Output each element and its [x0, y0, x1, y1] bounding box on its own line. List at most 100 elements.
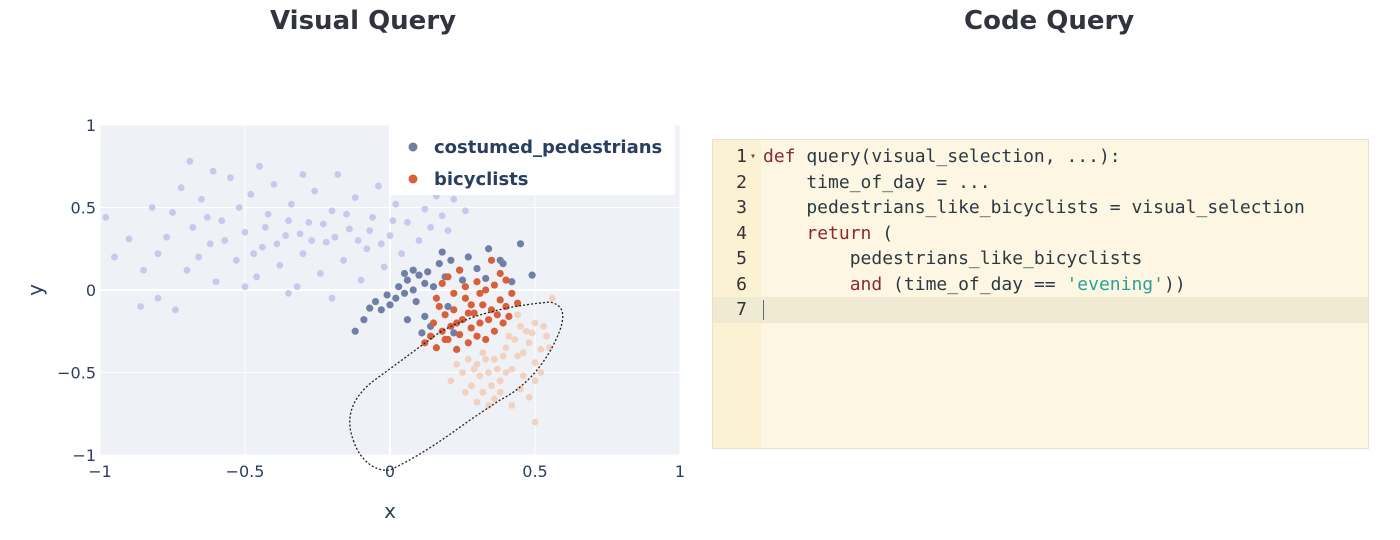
- point-bicyclist-selected: [470, 309, 478, 317]
- point-pedestrian-unselected: [256, 162, 263, 170]
- code-text[interactable]: return (: [806, 222, 894, 244]
- point-pedestrian-unselected: [111, 253, 118, 261]
- line-number: 3: [736, 197, 747, 218]
- code-query-title: Code Query: [964, 6, 1135, 36]
- point-bicyclist-selected: [482, 286, 490, 294]
- point-pedestrian-unselected: [343, 210, 350, 218]
- code-line-1[interactable]: 1 ▾ def query(visual_selection, ...):: [713, 144, 1368, 170]
- point-bicyclist-unselected: [464, 355, 472, 363]
- point-bicyclist-selected: [467, 301, 475, 309]
- point-pedestrian-selected: [464, 253, 472, 261]
- code-line-7[interactable]: 7: [713, 297, 1368, 323]
- code-text[interactable]: pedestrians_like_bicyclists = visual_sel…: [763, 197, 1305, 218]
- visual-query-title: Visual Query: [270, 6, 457, 36]
- point-pedestrian-unselected: [317, 270, 324, 277]
- point-pedestrian-unselected: [227, 174, 234, 182]
- point-bicyclist-unselected: [517, 385, 524, 393]
- point-pedestrian-selected: [418, 329, 426, 337]
- point-bicyclist-unselected: [470, 365, 478, 373]
- point-bicyclist-selected: [441, 335, 449, 344]
- point-bicyclist-unselected: [543, 332, 550, 340]
- point-bicyclist-unselected: [531, 418, 539, 426]
- legend-label-costumed-pedestrians[interactable]: costumed_pedestrians: [434, 137, 662, 158]
- point-bicyclist-selected: [456, 330, 464, 339]
- point-bicyclist-selected: [464, 339, 472, 347]
- x-axis-title: x: [384, 499, 396, 523]
- point-bicyclist-unselected: [522, 327, 530, 335]
- code-text[interactable]: time_of_day = ...: [763, 171, 991, 193]
- point-pedestrian-selected: [409, 286, 417, 294]
- scatter-plot[interactable]: −1 1 −0.5 0.5 0 0 0.5 −0.5 1 −1 costumed_pedestri…: [0, 100, 700, 540]
- x-tick-label: 0: [385, 462, 395, 481]
- code-text[interactable]: pedestrians_like_bicyclists: [763, 248, 1143, 269]
- point-pedestrian-unselected: [334, 171, 342, 178]
- fold-toggle-icon[interactable]: ▾: [749, 151, 757, 162]
- point-bicyclist-selected: [496, 269, 504, 278]
- editor-gutter: [713, 140, 761, 448]
- point-bicyclist-selected: [502, 302, 510, 311]
- point-bicyclist-selected: [493, 311, 501, 319]
- point-pedestrian-unselected: [154, 294, 162, 302]
- y-tick-label: 0.5: [71, 199, 96, 218]
- point-pedestrian-selected: [485, 245, 493, 253]
- legend[interactable]: costumed_pedestrians bicyclists: [390, 125, 675, 195]
- y-tick-label: 0: [86, 281, 96, 300]
- point-pedestrian-unselected: [253, 273, 260, 281]
- point-pedestrian-selected: [395, 283, 403, 291]
- legend-label-bicyclists[interactable]: bicyclists: [434, 169, 529, 190]
- line-number: 6: [736, 273, 747, 295]
- point-pedestrian-unselected: [363, 245, 371, 253]
- x-tick-label: 0.5: [522, 462, 547, 481]
- point-bicyclist-selected: [450, 306, 458, 314]
- point-pedestrian-unselected: [462, 207, 469, 215]
- point-pedestrian-unselected: [319, 220, 327, 228]
- point-pedestrian-unselected: [438, 212, 446, 220]
- code-line-6[interactable]: 6 and (time_of_day == 'evening')): [713, 272, 1368, 298]
- y-tick-label: 1: [86, 116, 96, 135]
- point-bicyclist-selected: [432, 344, 440, 352]
- lasso-selection[interactable]: [349, 301, 564, 471]
- point-bicyclist-selected: [435, 302, 443, 311]
- point-bicyclist-unselected: [531, 319, 539, 327]
- point-pedestrian-unselected: [357, 276, 365, 284]
- code-text[interactable]: def query(visual_selection, ...):: [763, 146, 1121, 167]
- code-line-5[interactable]: 5 pedestrians_like_bicyclists: [713, 246, 1368, 272]
- point-pedestrian-unselected: [308, 237, 316, 244]
- point-pedestrian-selected: [403, 276, 411, 284]
- point-bicyclist-unselected: [499, 352, 507, 360]
- point-bicyclist-unselected: [496, 388, 504, 396]
- point-bicyclist-selected: [496, 296, 504, 304]
- legend-box: [390, 125, 675, 195]
- point-pedestrian-unselected: [444, 227, 452, 234]
- axis-ticks: −1 1 −0.5 0.5 0 0 0.5 −0.5 1 −1: [57, 116, 685, 481]
- point-bicyclist-unselected: [459, 369, 466, 376]
- point-pedestrian-unselected: [125, 235, 133, 243]
- line-number: 4: [736, 222, 747, 244]
- point-pedestrian-unselected: [235, 204, 243, 211]
- text-cursor: [763, 300, 764, 320]
- code-line-4[interactable]: 4 return (: [713, 221, 1368, 247]
- point-pedestrian-selected: [435, 260, 443, 268]
- point-pedestrian-unselected: [296, 230, 304, 238]
- line-number: 1: [736, 146, 747, 167]
- point-bicyclist-unselected: [462, 388, 469, 396]
- point-pedestrian-unselected: [427, 223, 434, 231]
- point-pedestrian-selected: [438, 248, 446, 256]
- code-line-3[interactable]: 3 pedestrians_like_bicyclists = visual_s…: [713, 195, 1368, 221]
- point-pedestrian-selected: [409, 266, 417, 274]
- code-line-2[interactable]: 2 time_of_day = ...: [713, 170, 1368, 196]
- point-bicyclist-selected: [499, 319, 507, 327]
- point-pedestrian-selected: [499, 260, 507, 268]
- point-bicyclist-unselected: [540, 322, 548, 330]
- point-bicyclist-selected: [450, 289, 458, 297]
- point-pedestrian-unselected: [206, 240, 214, 248]
- point-pedestrian-selected: [366, 304, 374, 312]
- legend-marker-bicyclists: [408, 174, 418, 184]
- point-bicyclist-unselected: [528, 329, 536, 337]
- line-number: 2: [736, 171, 747, 193]
- point-bicyclist-unselected: [508, 365, 516, 373]
- code-editor[interactable]: 1 ▾ def query(visual_selection, ...): 2 tim…: [712, 139, 1369, 449]
- line-number: 7: [736, 299, 747, 320]
- point-pedestrian-unselected: [177, 184, 185, 192]
- code-text[interactable]: and (time_of_day == 'evening')): [849, 273, 1186, 295]
